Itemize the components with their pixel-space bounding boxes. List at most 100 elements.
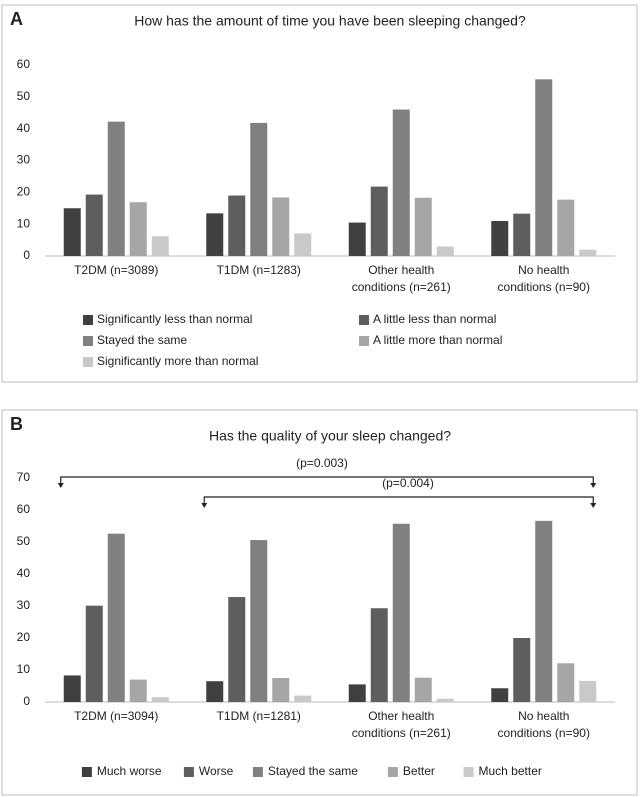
bar bbox=[272, 678, 290, 702]
legend-label: A little less than normal bbox=[373, 312, 496, 326]
legend-label: Better bbox=[403, 764, 435, 778]
bar bbox=[228, 597, 246, 702]
bar bbox=[250, 122, 268, 256]
panel-border bbox=[1, 4, 638, 383]
bar bbox=[348, 222, 366, 256]
bar bbox=[491, 688, 509, 702]
x-tick-label: No health conditions (n=90) bbox=[497, 709, 590, 740]
x-tick-label: T2DM (n=3094) bbox=[74, 709, 159, 723]
legend-label: Much worse bbox=[97, 764, 162, 778]
x-tick-label-box: Other health conditions (n=261) bbox=[351, 263, 451, 294]
bar bbox=[294, 233, 312, 256]
bar bbox=[557, 199, 575, 256]
bar bbox=[107, 533, 125, 702]
bar bbox=[151, 236, 169, 256]
annotation: (p=0.003) bbox=[296, 456, 348, 470]
legend-swatch bbox=[463, 767, 474, 777]
y-tick-label: 40 bbox=[17, 121, 31, 135]
x-tick-label: No health conditions (n=90) bbox=[497, 263, 590, 294]
x-tick-label-box: T2DM (n=3089) bbox=[74, 263, 159, 277]
y-tick-label: 70 bbox=[17, 470, 31, 484]
y-tick-label: 0 bbox=[23, 694, 30, 708]
bar bbox=[228, 195, 246, 256]
bar bbox=[370, 608, 388, 702]
bar bbox=[370, 186, 388, 256]
bracket-arrow bbox=[201, 503, 208, 508]
bar bbox=[85, 605, 103, 702]
y-tick-label: 20 bbox=[17, 630, 31, 644]
chart-title: How has the amount of time you have been… bbox=[134, 13, 526, 29]
x-tick-label: T1DM (n=1283) bbox=[216, 263, 301, 277]
panel-label: A bbox=[10, 9, 23, 29]
y-tick-label: 20 bbox=[17, 185, 31, 199]
bar bbox=[129, 679, 147, 702]
x-tick-label: T1DM (n=1281) bbox=[216, 709, 301, 723]
x-tick-label-box: T2DM (n=3094) bbox=[74, 709, 159, 723]
bar bbox=[206, 681, 224, 702]
panel-label: B bbox=[10, 414, 23, 434]
bracket-arrow bbox=[590, 483, 597, 488]
legend-swatch bbox=[359, 315, 369, 325]
legend-label: A little more than normal bbox=[373, 333, 502, 347]
bar bbox=[85, 194, 103, 256]
bar bbox=[579, 680, 597, 702]
bar bbox=[250, 540, 268, 702]
bar bbox=[151, 697, 169, 702]
chart-title: Has the quality of your sleep changed? bbox=[209, 428, 451, 444]
x-tick-label-box: Other health conditions (n=261) bbox=[351, 709, 451, 740]
bar bbox=[579, 249, 597, 256]
bar bbox=[513, 213, 531, 256]
legend-swatch bbox=[252, 767, 263, 777]
x-tick-label-box: No health conditions (n=90) bbox=[497, 709, 590, 740]
y-tick-label: 10 bbox=[17, 662, 31, 676]
x-tick-label-box: T1DM (n=1283) bbox=[216, 263, 301, 277]
legend-swatch bbox=[359, 336, 369, 346]
y-tick-label: 50 bbox=[17, 89, 31, 103]
bar bbox=[294, 695, 312, 702]
legend-swatch bbox=[183, 767, 194, 777]
bar bbox=[206, 213, 224, 256]
y-tick-label: 50 bbox=[17, 534, 31, 548]
x-tick-label-box: No health conditions (n=90) bbox=[497, 263, 590, 294]
panel-border bbox=[1, 409, 638, 796]
y-tick-label: 60 bbox=[17, 57, 31, 71]
legend-label: Significantly less than normal bbox=[97, 312, 252, 326]
bar bbox=[436, 246, 454, 256]
legend-swatch bbox=[387, 767, 398, 777]
legend-label: Stayed the same bbox=[268, 764, 358, 778]
bar bbox=[513, 638, 531, 702]
y-tick-label: 60 bbox=[17, 502, 31, 516]
bar bbox=[392, 109, 410, 256]
legend-swatch bbox=[83, 357, 93, 367]
bar bbox=[129, 202, 147, 256]
bracket-arrow bbox=[590, 503, 597, 508]
x-tick-label: T2DM (n=3089) bbox=[74, 263, 159, 277]
y-tick-label: 10 bbox=[17, 216, 31, 230]
x-tick-label-box: T1DM (n=1281) bbox=[216, 709, 301, 723]
bar bbox=[392, 523, 410, 702]
bracket bbox=[60, 476, 594, 485]
bar bbox=[535, 79, 553, 256]
y-tick-label: 30 bbox=[17, 153, 31, 167]
bar bbox=[272, 197, 290, 256]
bar bbox=[107, 121, 125, 256]
y-tick-label: 30 bbox=[17, 598, 31, 612]
bar bbox=[63, 675, 81, 702]
legend-label: Much better bbox=[479, 764, 542, 778]
legend-swatch bbox=[83, 336, 93, 346]
bracket bbox=[203, 496, 594, 505]
legend-label: Significantly more than normal bbox=[97, 354, 258, 368]
annotation: (p=0.004) bbox=[382, 476, 434, 490]
bar bbox=[557, 663, 575, 702]
x-tick-label: Other health conditions (n=261) bbox=[351, 709, 451, 740]
bar bbox=[63, 208, 81, 256]
y-tick-label: 40 bbox=[17, 566, 31, 580]
bar bbox=[436, 698, 454, 702]
bar bbox=[348, 684, 366, 702]
x-tick-label: Other health conditions (n=261) bbox=[351, 263, 451, 294]
legend-label: Stayed the same bbox=[97, 333, 187, 347]
y-tick-label: 0 bbox=[23, 248, 30, 262]
legend-label: Worse bbox=[199, 764, 234, 778]
